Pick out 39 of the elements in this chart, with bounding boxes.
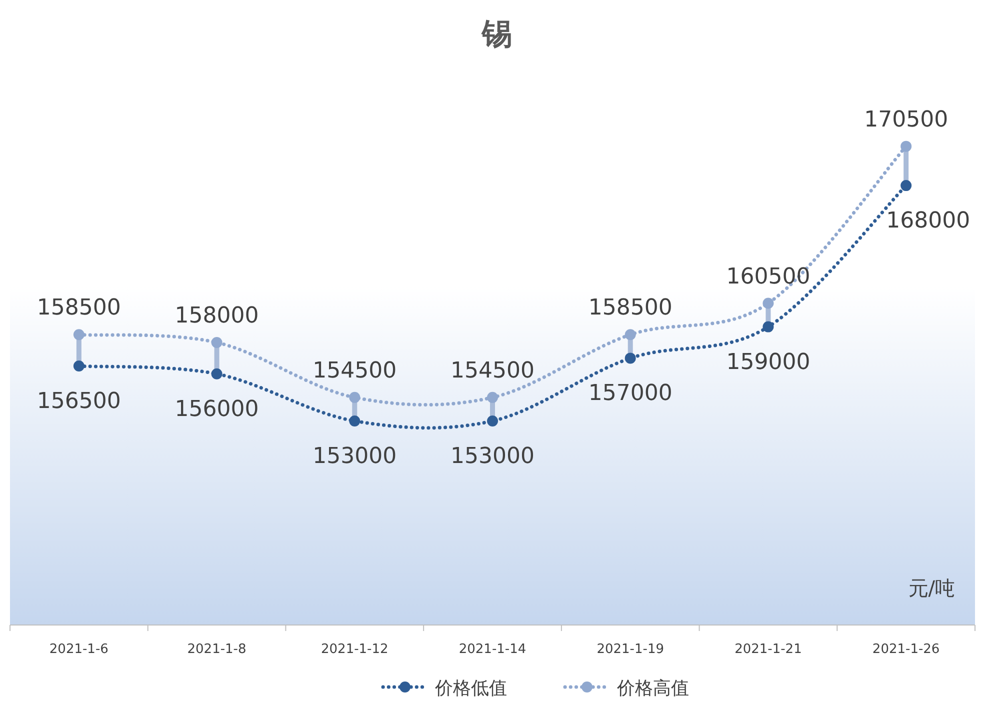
data-label: 168000 xyxy=(886,208,970,234)
data-label: 158000 xyxy=(174,304,259,328)
point xyxy=(624,329,636,340)
x-tick-label: 2021-1-12 xyxy=(321,642,388,657)
point xyxy=(762,321,774,332)
point xyxy=(73,360,84,372)
data-label: 160500 xyxy=(726,264,810,290)
point xyxy=(211,368,222,380)
data-label: 159000 xyxy=(726,350,810,375)
point xyxy=(349,392,360,403)
legend-label: 价格高值 xyxy=(616,678,689,699)
data-label: 158500 xyxy=(588,296,672,321)
point xyxy=(762,298,774,309)
data-label: 153000 xyxy=(450,444,534,469)
data-label: 170500 xyxy=(864,107,948,132)
point xyxy=(211,337,222,348)
point xyxy=(487,392,498,403)
x-tick-label: 2021-1-26 xyxy=(872,642,940,657)
data-label: 157000 xyxy=(588,381,672,406)
point xyxy=(487,415,498,426)
data-label: 153000 xyxy=(312,444,397,469)
x-tick-label: 2021-1-19 xyxy=(596,642,664,657)
data-label: 158500 xyxy=(36,296,121,321)
data-label: 154500 xyxy=(450,358,534,384)
point xyxy=(900,180,912,192)
x-tick-label: 2021-1-8 xyxy=(187,642,246,657)
point xyxy=(73,329,84,340)
x-tick-label: 2021-1-6 xyxy=(49,642,108,657)
legend-label: 价格低值 xyxy=(434,678,507,699)
point xyxy=(349,415,360,426)
point xyxy=(624,352,636,364)
chart-title: 锡 xyxy=(481,17,512,52)
point xyxy=(900,140,912,152)
data-label: 154500 xyxy=(312,358,397,384)
x-tick-label: 2021-1-14 xyxy=(458,642,526,657)
data-label: 156500 xyxy=(36,389,121,414)
data-label: 156000 xyxy=(174,396,259,422)
x-tick-label: 2021-1-21 xyxy=(734,642,802,657)
annotation: 元/吨 xyxy=(908,576,955,600)
